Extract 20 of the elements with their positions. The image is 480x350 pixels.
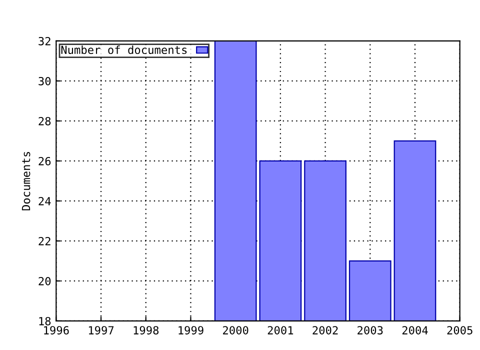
y-tick-label: 18	[39, 316, 51, 326]
y-tick-label: 20	[38, 276, 51, 286]
x-tick-label: 2000	[223, 326, 248, 334]
y-axis-title: Documents	[22, 152, 30, 210]
x-tick-label: 2003	[358, 326, 383, 334]
x-tick-label: 1996	[44, 326, 69, 334]
y-tick-label: 26	[38, 156, 51, 166]
y-tick-label: 28	[38, 116, 51, 126]
x-tick-label: 2001	[268, 326, 294, 334]
x-tick-label: 1999	[178, 326, 204, 334]
x-tick-label: 2004	[402, 326, 428, 334]
x-tick-label: 1997	[88, 326, 114, 334]
x-tick-label: 1998	[134, 326, 159, 334]
y-tick-label: 32	[38, 36, 50, 46]
y-tick-label: 24	[38, 196, 51, 206]
x-tick-label: 2002	[312, 326, 338, 334]
y-tick-label: 22	[38, 236, 50, 246]
x-tick-label: 2005	[447, 326, 472, 334]
legend-label: Number of documents	[61, 45, 187, 54]
y-tick-label: 30	[38, 76, 51, 86]
